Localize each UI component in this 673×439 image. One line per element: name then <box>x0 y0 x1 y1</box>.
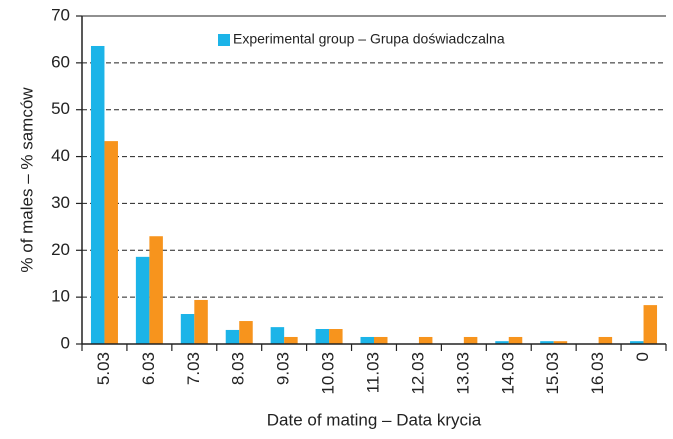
x-tick-label: 10.03 <box>319 352 338 395</box>
bar <box>630 341 644 344</box>
bar <box>374 336 388 344</box>
bar <box>239 321 253 344</box>
bar <box>270 327 285 344</box>
x-tick-label: 8.03 <box>229 352 248 385</box>
y-axis-label: % of males – % samców <box>17 87 36 273</box>
bar <box>643 305 658 344</box>
bar <box>540 341 554 344</box>
x-tick-label: 9.03 <box>274 352 293 385</box>
bar <box>463 336 478 344</box>
x-tick-label: 6.03 <box>139 352 158 385</box>
bar <box>495 341 509 344</box>
bar <box>225 329 240 344</box>
bar <box>598 336 613 344</box>
y-tick-label: 40 <box>51 146 70 165</box>
legend-swatch <box>218 34 230 46</box>
y-tick-label: 60 <box>51 52 70 71</box>
bar <box>90 45 105 344</box>
x-axis-label: Date of mating – Data krycia <box>267 410 482 429</box>
bar <box>149 236 163 344</box>
bar <box>104 141 118 344</box>
bar <box>135 256 150 344</box>
x-tick-label: 16.03 <box>588 352 607 395</box>
y-tick-label: 20 <box>51 240 70 259</box>
y-tick-label: 0 <box>61 333 70 352</box>
x-tick-label: 7.03 <box>184 352 203 385</box>
x-tick-label: 15.03 <box>543 352 562 395</box>
x-tick-label: 12.03 <box>408 352 427 395</box>
legend-label: Experimental group – Grupa doświadczalna <box>233 31 505 47</box>
bar <box>194 299 208 344</box>
bar <box>180 314 195 344</box>
bar <box>360 336 374 344</box>
bar <box>508 336 523 344</box>
x-tick-label: 14.03 <box>498 352 517 395</box>
bar <box>553 341 568 344</box>
y-tick-label: 10 <box>51 287 70 306</box>
x-tick-label: 13.03 <box>453 352 472 395</box>
y-tick-label: 30 <box>51 193 70 212</box>
x-tick-label: 0 <box>633 352 652 361</box>
x-tick-label: 11.03 <box>363 352 382 393</box>
y-tick-label: 70 <box>51 5 70 24</box>
bar <box>329 329 343 344</box>
x-tick-label: 5.03 <box>94 352 113 385</box>
bar <box>284 336 298 344</box>
bar <box>315 329 330 344</box>
bar <box>418 336 433 344</box>
y-tick-label: 50 <box>51 99 70 118</box>
